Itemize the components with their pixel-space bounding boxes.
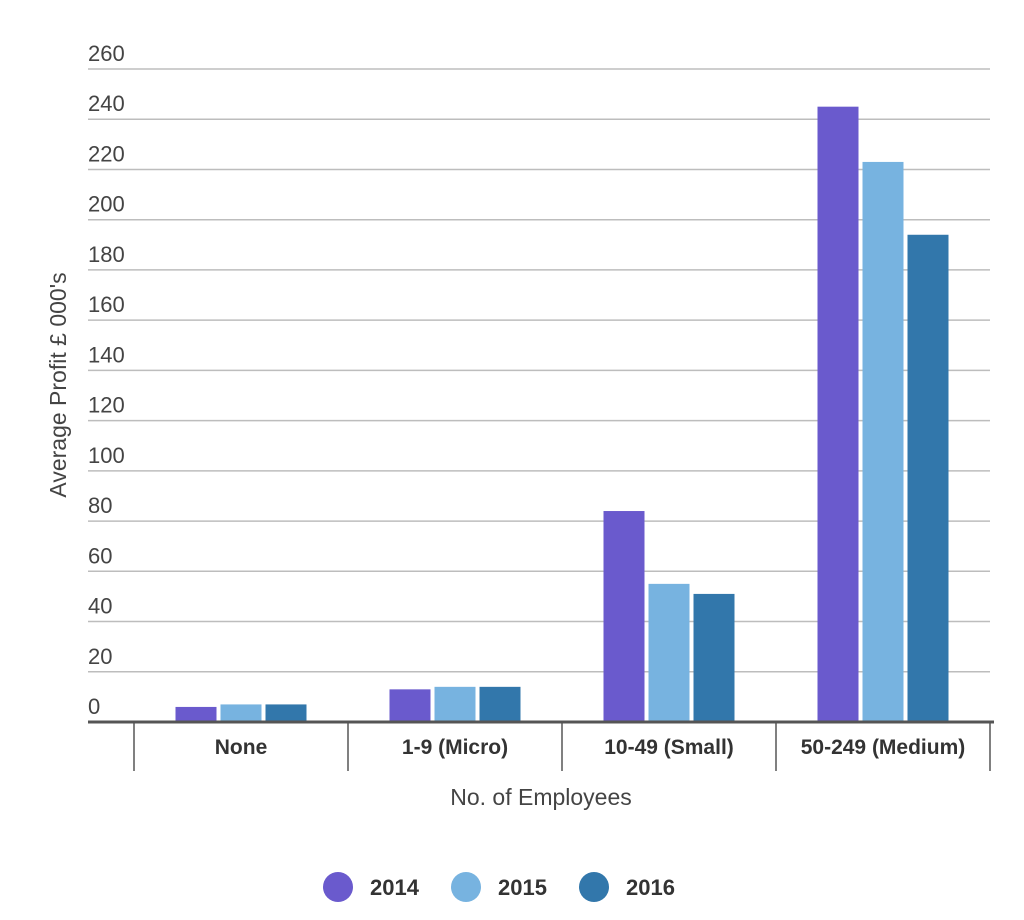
y-tick-label: 80 bbox=[88, 493, 112, 518]
legend-label: 2014 bbox=[370, 875, 420, 900]
bar-2015-3 bbox=[862, 161, 904, 722]
legend-swatch-2014 bbox=[323, 872, 353, 902]
bar-2014-0 bbox=[175, 706, 217, 722]
y-tick-label: 260 bbox=[88, 41, 125, 66]
x-axis: None 1-9 (Micro) 10-49 (Small) 50-249 (Medi… bbox=[88, 720, 994, 771]
y-tick-label: 240 bbox=[88, 91, 125, 116]
legend: 2014 2015 2016 bbox=[323, 872, 675, 902]
bars bbox=[175, 106, 949, 722]
bar-2015-2 bbox=[648, 583, 690, 722]
y-tick-label: 180 bbox=[88, 242, 125, 267]
y-tick-label: 200 bbox=[88, 192, 125, 217]
bar-2015-0 bbox=[220, 704, 262, 722]
legend-swatch-2015 bbox=[451, 872, 481, 902]
y-tick-label: 20 bbox=[88, 644, 112, 669]
y-tick-label: 60 bbox=[88, 543, 112, 568]
legend-label: 2016 bbox=[626, 875, 675, 900]
y-tick-label: 100 bbox=[88, 443, 125, 468]
bar-2014-2 bbox=[603, 511, 645, 722]
bar-2016-2 bbox=[693, 593, 735, 722]
x-tick-label: None bbox=[215, 736, 268, 759]
y-tick-label: 140 bbox=[88, 342, 125, 367]
x-tick-label: 50-249 (Medium) bbox=[801, 736, 966, 759]
bar-2016-3 bbox=[907, 234, 949, 722]
y-axis-title: Average Profit £ 000's bbox=[45, 272, 71, 497]
bar-2016-0 bbox=[265, 704, 307, 722]
bar-2014-3 bbox=[817, 106, 859, 722]
x-tick-label: 10-49 (Small) bbox=[604, 736, 734, 759]
y-tick-label: 120 bbox=[88, 393, 125, 418]
y-tick-label: 220 bbox=[88, 141, 125, 166]
y-tick-label: 40 bbox=[88, 594, 112, 619]
y-axis-ticks: 0 20 40 60 80 100 120 140 160 180 200 220 240 260 bbox=[88, 41, 125, 719]
x-axis-title: No. of Employees bbox=[450, 784, 632, 810]
y-tick-label: 160 bbox=[88, 292, 125, 317]
y-tick-label: 0 bbox=[88, 694, 100, 719]
legend-swatch-2016 bbox=[579, 872, 609, 902]
bar-2014-1 bbox=[389, 689, 431, 722]
x-tick-label: 1-9 (Micro) bbox=[402, 736, 508, 759]
legend-label: 2015 bbox=[498, 875, 547, 900]
bar-2016-1 bbox=[479, 686, 521, 722]
bar-2015-1 bbox=[434, 686, 476, 722]
